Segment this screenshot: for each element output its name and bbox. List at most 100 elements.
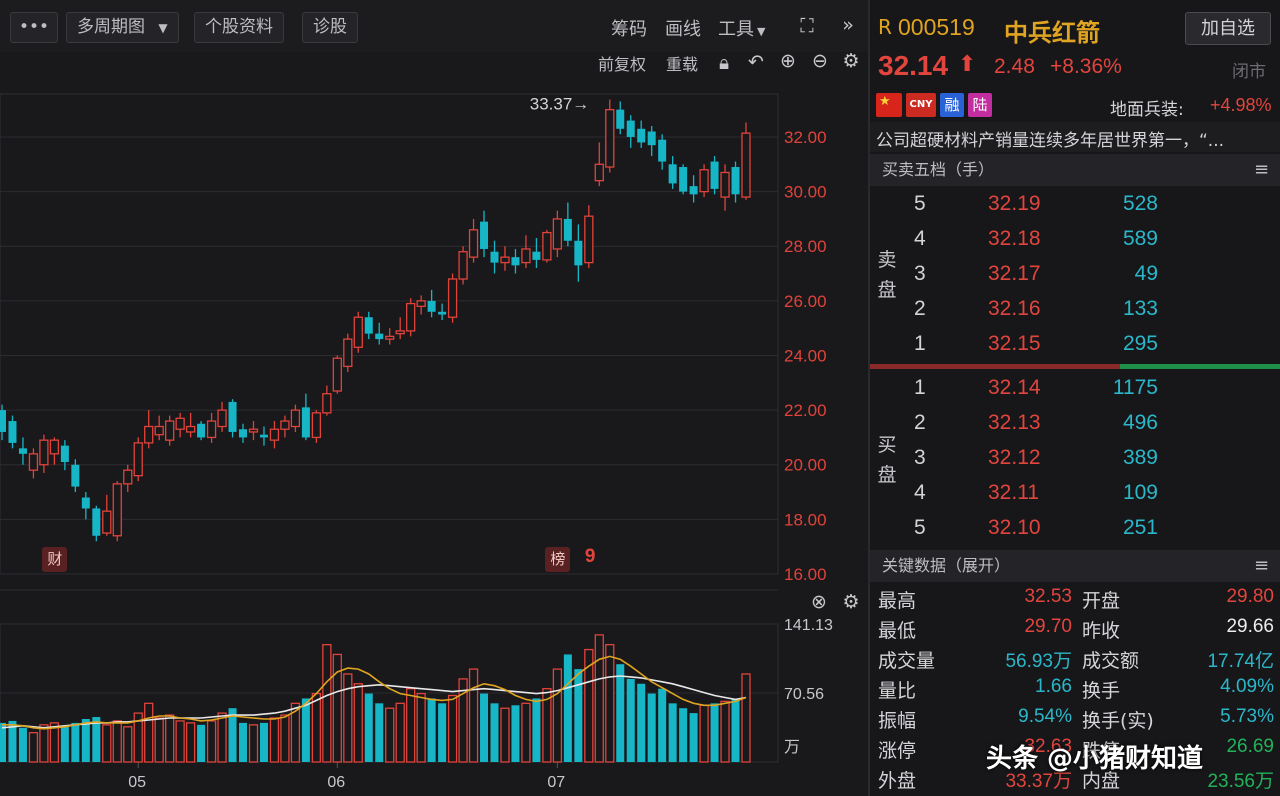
candle	[552, 210, 563, 258]
collapse-right-icon[interactable]: »	[842, 14, 854, 36]
candle-body	[133, 442, 143, 477]
key-data-header[interactable]: 关键数据（展开） ≡	[870, 550, 1280, 582]
candle	[322, 385, 332, 416]
candle-body	[574, 240, 583, 266]
lock-icon[interactable]: 🔒︎	[718, 52, 730, 74]
candle-body	[468, 229, 479, 258]
candle-body	[301, 407, 310, 438]
candle-body	[458, 251, 468, 280]
volume-bar	[574, 669, 583, 762]
price-tick-label: 18.00	[784, 510, 827, 529]
volume-bar	[637, 683, 646, 762]
candle	[468, 218, 479, 263]
candle-body	[28, 453, 39, 471]
event-count-marker[interactable]: 9	[584, 546, 596, 567]
settings-gear-icon[interactable]: ⚙	[842, 50, 860, 72]
candle-body	[49, 439, 60, 455]
volume-bar	[500, 707, 510, 763]
candle-body	[511, 257, 520, 266]
candle	[511, 248, 520, 274]
candle	[375, 322, 384, 345]
candle-body	[0, 410, 6, 432]
sell-level-row[interactable]: 2 32.16 133	[870, 297, 1280, 327]
close-indicator-icon[interactable]: ⊗	[811, 591, 827, 613]
chart-panel: ••• 多周期图 ▼ 个股资料 诊股 筹码 画线 工具 ▼ ⛶ » 前复权 重载 …	[0, 0, 868, 796]
tools-dropdown[interactable]: 工具 ▼	[718, 15, 765, 41]
volume-bar	[71, 722, 80, 762]
zoom-in-icon[interactable]: ⊕	[780, 50, 796, 72]
sell-level-row[interactable]: 4 32.18 589	[870, 227, 1280, 257]
volume-bar	[542, 688, 552, 763]
buy-level-row[interactable]: 5 32.10 251	[870, 516, 1280, 546]
undo-icon[interactable]: ↶	[748, 51, 764, 73]
candle-body	[197, 423, 206, 438]
adjust-mode-button[interactable]: 前复权	[598, 55, 647, 74]
sector-label[interactable]: 地面兵装:	[1110, 100, 1184, 120]
add-watchlist-button[interactable]: 加自选	[1185, 12, 1271, 45]
sell-pressure-bar	[870, 364, 1120, 369]
candle-body	[480, 221, 489, 249]
volume-bar	[154, 717, 164, 763]
buy-level-row[interactable]: 2 32.13 496	[870, 411, 1280, 441]
buy-level-row[interactable]: 1 32.14 1175	[870, 376, 1280, 406]
volume: 133	[1122, 297, 1158, 320]
candle-body	[353, 316, 363, 348]
candlestick-chart[interactable]: 32.00 30.00 28.00 26.00 24.00 22.00 20.00 18.00…	[0, 0, 868, 796]
candle	[438, 303, 447, 320]
volume-bar	[165, 714, 175, 763]
event-marker[interactable]: 榜	[545, 547, 571, 572]
period-label: 多周期图	[77, 17, 145, 37]
event-marker[interactable]: 财	[42, 547, 68, 572]
volume-bar	[343, 673, 353, 763]
candle	[447, 273, 458, 323]
volume-bar	[133, 712, 143, 763]
diagnose-button[interactable]: 诊股	[302, 12, 358, 43]
candle	[741, 122, 751, 200]
badge-cny[interactable]: CNY	[906, 93, 936, 117]
news-ticker[interactable]: 公司超硬材料产销量连续多年居世界第一，“...	[870, 122, 1280, 152]
candle	[605, 99, 615, 173]
candle-body	[563, 218, 572, 241]
candle	[658, 134, 667, 170]
stock-name: 中兵红箭	[1004, 19, 1100, 47]
volume-bar	[480, 693, 489, 762]
candle-body	[395, 330, 405, 335]
sell-level-row[interactable]: 3 32.17 49	[870, 262, 1280, 292]
quote-panel: R 000519 中兵红箭 加自选 32.14 ⬆ 2.48 +8.36% 闭市…	[868, 0, 1280, 796]
menu-icon[interactable]: ≡	[1254, 159, 1270, 180]
candle	[39, 434, 49, 473]
draw-line-button[interactable]: 画线	[665, 19, 701, 40]
date-label: 06	[327, 774, 345, 791]
volume-bar	[280, 714, 290, 763]
key-data-value: 5.73%	[1220, 706, 1274, 727]
fullscreen-icon[interactable]: ⛶	[800, 15, 814, 37]
price: 32.10	[988, 516, 1041, 539]
more-button[interactable]: •••	[10, 12, 58, 43]
badge-connect[interactable]: 陆	[968, 93, 992, 117]
candle	[301, 393, 310, 441]
sell-level-row[interactable]: 1 32.15 295	[870, 332, 1280, 362]
candle	[290, 404, 301, 432]
stock-profile-button[interactable]: 个股资料	[194, 12, 284, 43]
indicator-settings-icon[interactable]: ⚙	[842, 591, 860, 613]
key-data-label: 换手	[1082, 680, 1121, 702]
volume-bar	[112, 720, 122, 763]
volume-bar	[532, 698, 541, 762]
price: 32.14	[988, 376, 1041, 399]
badge-margin[interactable]: 融	[940, 93, 964, 117]
buy-level-row[interactable]: 3 32.12 389	[870, 446, 1280, 476]
candle-body	[741, 132, 751, 198]
period-dropdown[interactable]: 多周期图 ▼	[66, 12, 179, 43]
chip-button[interactable]: 筹码	[611, 19, 647, 40]
candle	[332, 355, 342, 394]
zoom-out-icon[interactable]: ⊖	[812, 50, 828, 72]
volume-bar	[290, 702, 301, 763]
buy-level-row[interactable]: 4 32.11 109	[870, 481, 1280, 511]
overlay-button[interactable]: 重载	[666, 55, 699, 74]
price-tick-label: 16.00	[784, 565, 827, 584]
candle-body	[447, 278, 458, 318]
volume-bar	[395, 702, 405, 763]
volume-bar	[269, 717, 280, 763]
sell-level-row[interactable]: 5 32.19 528	[870, 192, 1280, 222]
menu-icon[interactable]: ≡	[1254, 555, 1270, 576]
